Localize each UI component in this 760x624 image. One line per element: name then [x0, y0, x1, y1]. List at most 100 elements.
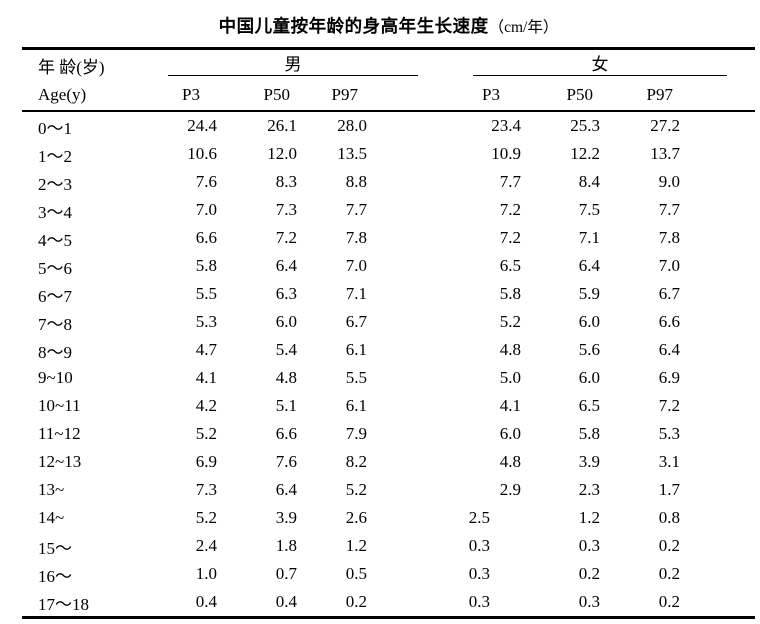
male-p3-header: P3: [162, 80, 217, 112]
female-p3-cell: 10.9: [491, 144, 521, 163]
female-p97-cell: 6.4: [658, 340, 680, 359]
table-row: 10~11 4.2 5.1 6.1 4.1 6.5 7.2: [22, 392, 755, 420]
table-row: 5～6 5.8 6.4 7.0 6.5 6.4 7.0: [22, 252, 755, 280]
male-p50-cell: 5.1: [275, 396, 297, 415]
row-spacer: [680, 196, 755, 224]
female-p3-cell: 0.3: [468, 592, 490, 611]
female-p97-header: P97: [600, 80, 680, 112]
female-p50-cell: 7.5: [578, 200, 600, 219]
male-p3-cell: 5.5: [195, 284, 217, 303]
age-cell: 8～9: [38, 342, 72, 362]
row-spacer: [680, 364, 755, 392]
male-p97-cell: 6.7: [345, 312, 367, 331]
table-row: 3～4 7.0 7.3 7.7 7.2 7.5 7.7: [22, 196, 755, 224]
male-p50-cell: 3.9: [275, 508, 297, 527]
male-p3-cell: 5.8: [195, 256, 217, 275]
age-cell: 10~11: [38, 396, 81, 415]
age-cell: 11~12: [38, 424, 81, 443]
table-header: 年 龄(岁) 男 女 Age(y) P3 P50 P97 P3 P50 P97: [22, 50, 755, 112]
female-p97-cell: 6.9: [658, 368, 680, 387]
female-p97-cell: 7.0: [658, 256, 680, 275]
row-spacer: [680, 448, 755, 476]
row-spacer: [680, 476, 755, 504]
male-p50-cell: 0.7: [275, 564, 297, 583]
male-p97-header: P97: [297, 80, 367, 112]
table-title-unit: （cm/年）: [488, 19, 559, 36]
female-p97-cell: 0.2: [658, 564, 680, 583]
female-p3-cell: 5.2: [499, 312, 521, 331]
female-p50-cell: 5.9: [578, 284, 600, 303]
female-p3-cell: 6.5: [499, 256, 521, 275]
table-row: 6～7 5.5 6.3 7.1 5.8 5.9 6.7: [22, 280, 755, 308]
male-p97-cell: 7.0: [345, 256, 367, 275]
header-spacer: [680, 80, 755, 112]
male-p97-cell: 5.2: [345, 480, 367, 499]
female-p3-cell: 2.5: [468, 508, 490, 527]
female-p50-cell: 5.6: [578, 340, 600, 359]
female-p50-cell: 6.0: [578, 312, 600, 331]
female-p97-cell: 6.6: [658, 312, 680, 331]
male-p50-cell: 6.4: [275, 256, 297, 275]
female-p50-cell: 6.5: [578, 396, 600, 415]
age-cell: 14~: [38, 508, 65, 527]
male-group-label: 男: [168, 53, 418, 76]
age-cell: 7～8: [38, 314, 72, 334]
row-spacer: [680, 420, 755, 448]
male-p3-cell: 5.3: [195, 312, 217, 331]
female-p3-header: P3: [367, 80, 521, 112]
male-p50-cell: 7.6: [275, 452, 297, 471]
row-spacer: [680, 111, 755, 140]
male-p50-cell: 7.2: [275, 228, 297, 247]
female-p3-cell: 0.3: [468, 564, 490, 583]
male-p97-cell: 0.2: [345, 592, 367, 611]
age-cell: 13~: [38, 480, 65, 499]
female-p50-cell: 2.3: [578, 480, 600, 499]
male-p50-cell: 6.6: [275, 424, 297, 443]
male-p3-cell: 7.6: [195, 172, 217, 191]
row-spacer: [680, 280, 755, 308]
male-p3-cell: 7.0: [195, 200, 217, 219]
female-p3-cell: 0.3: [468, 536, 490, 555]
table-row: 4～5 6.6 7.2 7.8 7.2 7.1 7.8: [22, 224, 755, 252]
table-row: 9~10 4.1 4.8 5.5 5.0 6.0 6.9: [22, 364, 755, 392]
female-p97-cell: 0.2: [658, 592, 680, 611]
female-p97-cell: 1.7: [658, 480, 680, 499]
group-header-row: 年 龄(岁) 男 女: [22, 50, 755, 80]
male-p97-cell: 13.5: [337, 144, 367, 163]
female-p3-cell: 7.2: [499, 228, 521, 247]
male-group-header: 男: [162, 50, 418, 80]
age-header-line1: 年 龄(岁): [38, 57, 105, 77]
male-p50-cell: 12.0: [267, 144, 297, 163]
female-p97-cell: 7.8: [658, 228, 680, 247]
female-p50-header: P50: [521, 80, 600, 112]
table-row: 14~ 5.2 3.9 2.6 2.5 1.2 0.8: [22, 504, 755, 532]
male-p3-cell: 24.4: [187, 116, 217, 135]
female-group-header: 女: [367, 50, 755, 80]
female-p50-cell: 12.2: [570, 144, 600, 163]
male-p3-cell: 5.2: [195, 424, 217, 443]
female-p97-cell: 0.8: [658, 508, 680, 527]
male-p3-cell: 4.7: [195, 340, 217, 359]
female-p3-cell: 6.0: [499, 424, 521, 443]
row-spacer: [680, 336, 755, 364]
female-p97-cell: 7.7: [658, 200, 680, 219]
age-cell: 0～1: [38, 118, 72, 138]
male-p97-cell: 1.2: [345, 536, 367, 555]
male-p50-header: P50: [217, 80, 297, 112]
table-row: 15～ 2.4 1.8 1.2 0.3 0.3 0.2: [22, 532, 755, 560]
age-cell: 1～2: [38, 146, 72, 166]
row-spacer: [680, 140, 755, 168]
age-cell: 6～7: [38, 286, 72, 306]
table-row: 7～8 5.3 6.0 6.7 5.2 6.0 6.6: [22, 308, 755, 336]
male-p50-cell: 7.3: [275, 200, 297, 219]
male-p97-cell: 7.1: [345, 284, 367, 303]
table-row: 8～9 4.7 5.4 6.1 4.8 5.6 6.4: [22, 336, 755, 364]
female-p50-cell: 1.2: [578, 508, 600, 527]
male-p97-cell: 6.1: [345, 396, 367, 415]
male-p50-cell: 5.4: [275, 340, 297, 359]
table-row: 12~13 6.9 7.6 8.2 4.8 3.9 3.1: [22, 448, 755, 476]
age-cell: 15～: [38, 538, 72, 558]
row-spacer: [680, 392, 755, 420]
female-p3-cell: 5.8: [499, 284, 521, 303]
